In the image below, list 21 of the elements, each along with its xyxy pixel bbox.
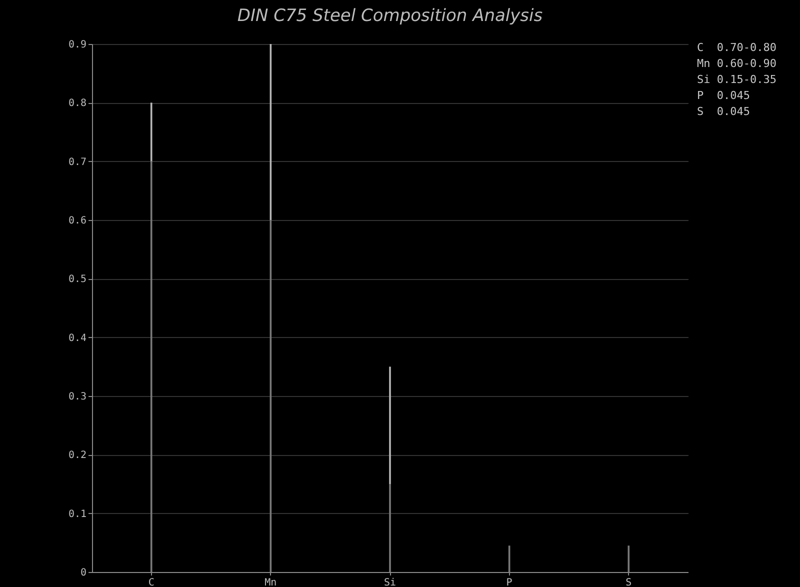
text: P 0.045 [697,88,751,104]
y-tick-label: 0.1 [68,508,86,520]
y-tick-label: 0.3 [68,392,86,402]
y-tick-label: 0.7 [68,156,86,168]
text: S 0.045 [697,104,751,120]
x-tick-label: Si [384,578,396,587]
y-tick-label: 0 [80,568,86,578]
chart-title: DIN C75 Steel Composition Analysis [237,6,543,26]
x-tick-label: P [506,578,512,587]
text: Si 0.15-0.35 [697,72,776,88]
y-tick-label: 0.5 [68,274,86,286]
x-tick-label: S [626,578,632,587]
y-tick-label: 0.6 [68,216,86,226]
x-tick-label: Mn [264,578,277,587]
y-tick-label: 0.8 [68,98,86,110]
y-tick-label: 0.2 [68,450,86,462]
x-tick-label: C [148,578,154,587]
y-tick-label: 0.9 [68,40,86,50]
text: Mn 0.60-0.90 [697,56,776,72]
text: C 0.70-0.80 [697,40,776,56]
y-tick-label: 0.4 [68,332,86,344]
